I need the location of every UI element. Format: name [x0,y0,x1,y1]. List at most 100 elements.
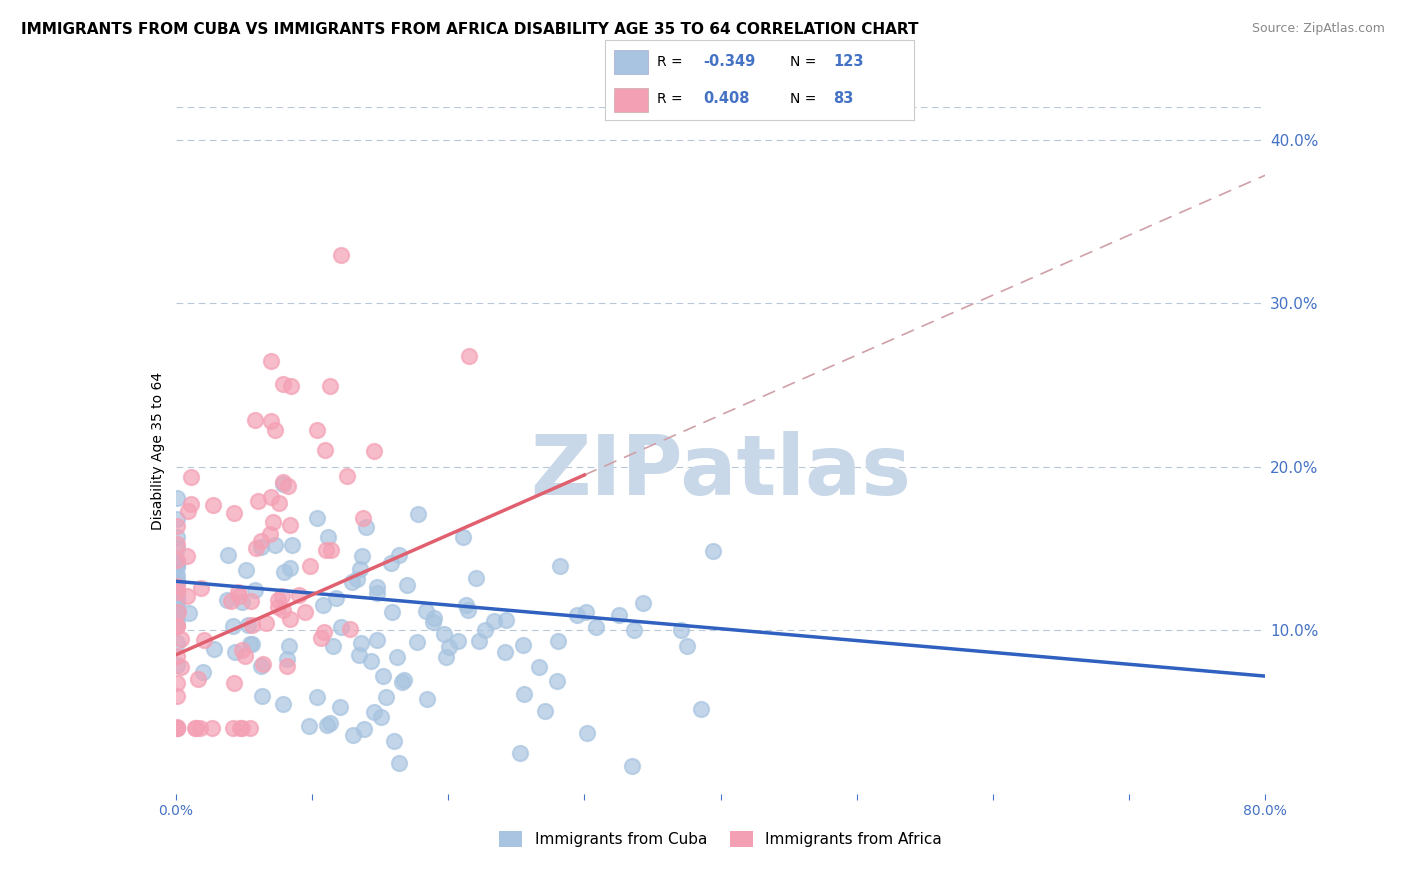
Point [250,534,273,549]
Point [166,592,188,607]
Point [204,641,226,656]
Point [166,557,188,571]
Point [352,549,374,563]
Point [166,720,188,734]
Point [340,574,363,589]
Point [166,553,188,567]
Point [336,469,359,483]
Point [512,638,534,652]
Text: Source: ZipAtlas.com: Source: ZipAtlas.com [1251,22,1385,36]
Point [177,504,200,518]
Point [363,705,385,719]
Point [166,584,188,599]
Text: N =: N = [790,92,821,106]
Point [392,673,415,687]
Point [322,640,344,654]
Point [422,611,444,625]
Point [433,627,456,641]
Point [166,584,188,599]
Point [166,558,188,572]
Point [353,722,375,736]
Legend: Immigrants from Cuba, Immigrants from Africa: Immigrants from Cuba, Immigrants from Af… [492,823,949,855]
Point [366,580,388,594]
Point [170,632,193,646]
Point [166,584,188,599]
Point [314,442,336,457]
Point [179,606,201,620]
Point [259,527,281,541]
Point [298,719,321,733]
Point [381,605,404,619]
Point [239,722,262,736]
Point [235,563,257,577]
FancyBboxPatch shape [614,50,648,74]
Point [249,658,271,673]
Point [330,248,353,262]
Point [339,622,361,636]
Point [396,578,419,592]
Point [388,548,411,562]
Point [451,530,474,544]
Point [621,759,644,773]
Y-axis label: Disability Age 35 to 64: Disability Age 35 to 64 [150,371,165,530]
Point [547,633,569,648]
Point [366,585,388,599]
Point [352,511,374,525]
Point [239,636,262,650]
Point [221,594,243,608]
Point [166,576,188,591]
Point [305,511,328,525]
Point [277,639,299,653]
Point [509,746,531,760]
Point [170,660,193,674]
Point [166,648,188,663]
Point [294,605,316,619]
Point [565,607,588,622]
Point [260,354,283,368]
Text: IMMIGRANTS FROM CUBA VS IMMIGRANTS FROM AFRICA DISABILITY AGE 35 TO 64 CORRELATI: IMMIGRANTS FROM CUBA VS IMMIGRANTS FROM … [21,22,918,37]
Point [166,676,188,690]
Point [281,538,304,552]
Point [166,722,188,736]
Point [201,722,224,736]
Point [298,558,321,573]
Point [315,543,337,558]
Point [186,672,208,686]
Point [166,619,188,633]
Point [228,590,250,604]
Point [675,640,697,654]
Point [276,652,298,666]
Point [228,585,250,599]
FancyBboxPatch shape [614,88,648,112]
Text: R =: R = [657,92,688,106]
Point [231,643,253,657]
Point [252,689,274,703]
Point [457,603,479,617]
Point [222,675,245,690]
Point [166,722,188,736]
Point [276,659,298,673]
Point [319,379,342,393]
Point [245,541,267,555]
Point [350,636,373,650]
Point [468,633,491,648]
Point [360,654,382,668]
Point [271,697,294,711]
Point [190,582,212,596]
Point [240,637,263,651]
Point [631,596,654,610]
Point [363,443,385,458]
Point [576,726,599,740]
Point [669,624,692,638]
Point [574,605,596,619]
Text: ZIPatlas: ZIPatlas [530,431,911,512]
Point [702,544,724,558]
Point [273,565,295,579]
Point [319,542,342,557]
Point [690,701,713,715]
Point [447,634,470,648]
Point [494,645,516,659]
Point [263,423,285,437]
Text: 123: 123 [834,54,863,70]
Point [166,587,188,601]
